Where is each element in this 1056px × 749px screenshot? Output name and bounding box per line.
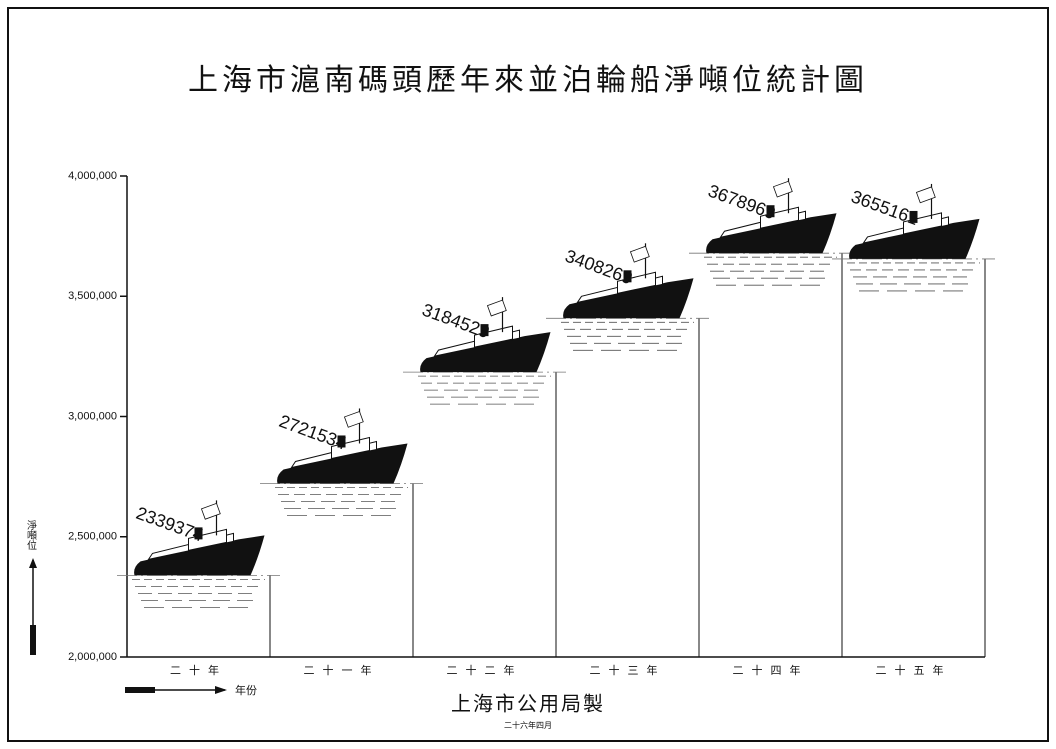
- x-arrow-tail: [125, 687, 155, 693]
- y-tick-label: 3,500,000: [68, 290, 117, 302]
- value-label: 2339374: [134, 503, 207, 546]
- x-tick-label: 二十二年: [447, 663, 523, 677]
- ship-flag: [915, 186, 936, 204]
- x-axis-label: 年份: [235, 683, 257, 697]
- x-tick-label: 二十一年: [304, 663, 380, 677]
- ship-hull: [563, 278, 694, 319]
- x-tick-label: 二十五年: [876, 663, 952, 677]
- ship-funnel: [766, 205, 775, 218]
- x-tick-label: 二十三年: [590, 663, 666, 677]
- ship: [420, 297, 551, 373]
- footer-date: 二十六年四月: [504, 720, 552, 730]
- frame: [7, 7, 1049, 742]
- y-tick-label: 4,000,000: [68, 170, 117, 182]
- ship-funnel: [909, 210, 918, 223]
- y-tick-label: 2,000,000: [68, 651, 117, 663]
- ship: [277, 408, 408, 484]
- ship: [134, 500, 265, 576]
- x-tick-label: 二十年: [170, 663, 227, 677]
- ship-funnel: [337, 435, 346, 448]
- ship-flag: [629, 245, 650, 263]
- ship: [563, 243, 694, 319]
- ship-hull: [420, 332, 551, 373]
- value-label: 2721534: [277, 411, 350, 454]
- ship: [706, 178, 837, 254]
- value-label: 3655161: [849, 186, 922, 229]
- x-tick-label: 二十四年: [733, 663, 809, 677]
- ship-flag: [200, 502, 221, 520]
- ship-flag: [486, 299, 507, 317]
- ship: [849, 183, 980, 259]
- y-tick-label: 3,000,000: [68, 410, 117, 422]
- ship-funnel: [194, 527, 203, 540]
- y-axis-label: 淨噸位: [25, 520, 37, 550]
- value-label: 3408269: [563, 246, 636, 289]
- ship-hull: [134, 535, 265, 576]
- ship-hull: [849, 218, 980, 259]
- x-arrowhead: [215, 686, 227, 694]
- y-arrow-tail: [30, 625, 36, 655]
- ship-flag: [772, 180, 793, 198]
- y-tick-label: 2,500,000: [68, 531, 117, 543]
- value-label: 3678969: [706, 181, 779, 224]
- ship-funnel: [623, 270, 632, 283]
- chart-title: 上海市滬南碼頭歷年來並泊輪船淨噸位統計圖: [188, 63, 868, 98]
- y-arrowhead: [29, 558, 37, 568]
- footer: 上海市公用局製: [451, 692, 605, 716]
- ship-hull: [277, 443, 408, 484]
- ship-flag: [343, 410, 364, 428]
- ship-funnel: [480, 324, 489, 337]
- ship-hull: [706, 213, 837, 254]
- value-label: 3184529: [420, 300, 493, 343]
